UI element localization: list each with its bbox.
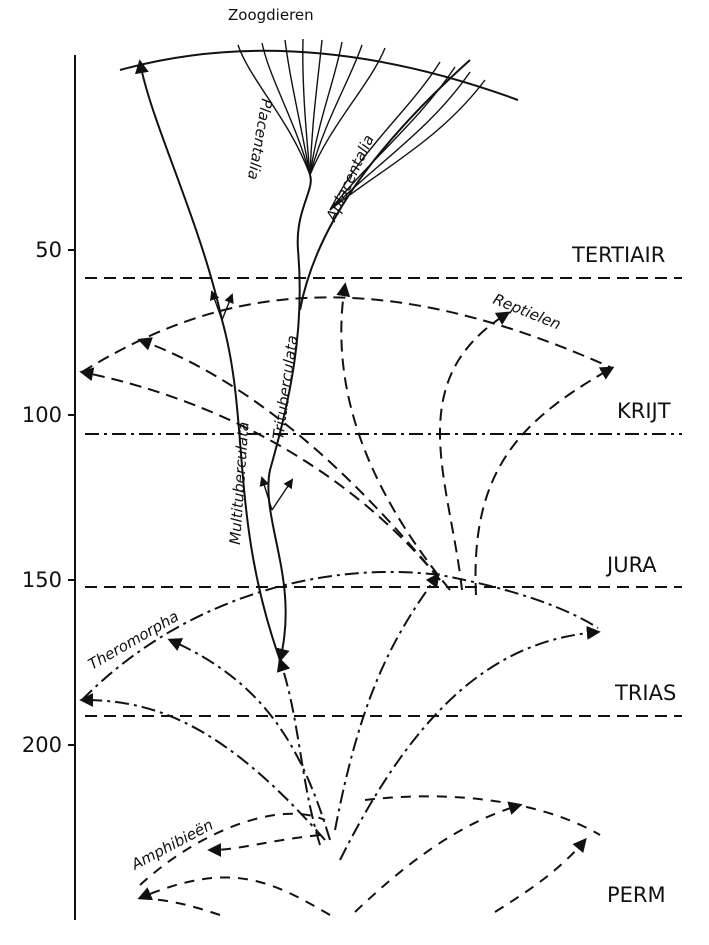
amphibian-branch [494,837,587,913]
amphibian-arc [364,795,601,836]
amphibian-branch [354,801,523,913]
theromorpha-branch [339,625,601,861]
mammal-arc [119,49,519,101]
period-label: TERTIAIR [571,243,665,267]
trituberculata-branch [267,174,312,663]
side-branch [210,290,223,321]
aplacentalia-branch [299,59,471,311]
period-label: TRIAS [614,681,676,705]
reptile-arc [81,296,613,373]
theromorpha-branch [167,638,331,841]
axis-ticks: 50 100 150 200 [22,238,75,757]
tick-label: 150 [22,568,62,592]
amphibian-branch [137,876,331,916]
reptile-branch [474,366,615,596]
multituberculata-branch [135,59,281,661]
reptile-branch [79,367,441,581]
tick-label: 200 [22,733,62,757]
placentalia-fan [237,38,386,176]
theromorpha-branch [334,572,440,831]
side-branch [271,478,294,511]
amphibian-arc [139,812,326,886]
amphibian-branch [139,897,221,916]
theromorpha-branch [79,693,326,841]
side-branch [259,476,273,511]
tick-label: 50 [35,238,62,262]
amphibian-branch [207,834,321,857]
side-branch [221,293,234,321]
period-label: PERM [607,883,666,907]
group-label: Zoogdieren [228,6,314,24]
theromorpha-branch [276,657,321,846]
reptile-branch [336,282,451,591]
tick-label: 100 [22,403,62,427]
period-label: KRIJT [617,399,671,423]
reptile-branch [439,311,511,591]
period-label: JURA [605,553,657,577]
